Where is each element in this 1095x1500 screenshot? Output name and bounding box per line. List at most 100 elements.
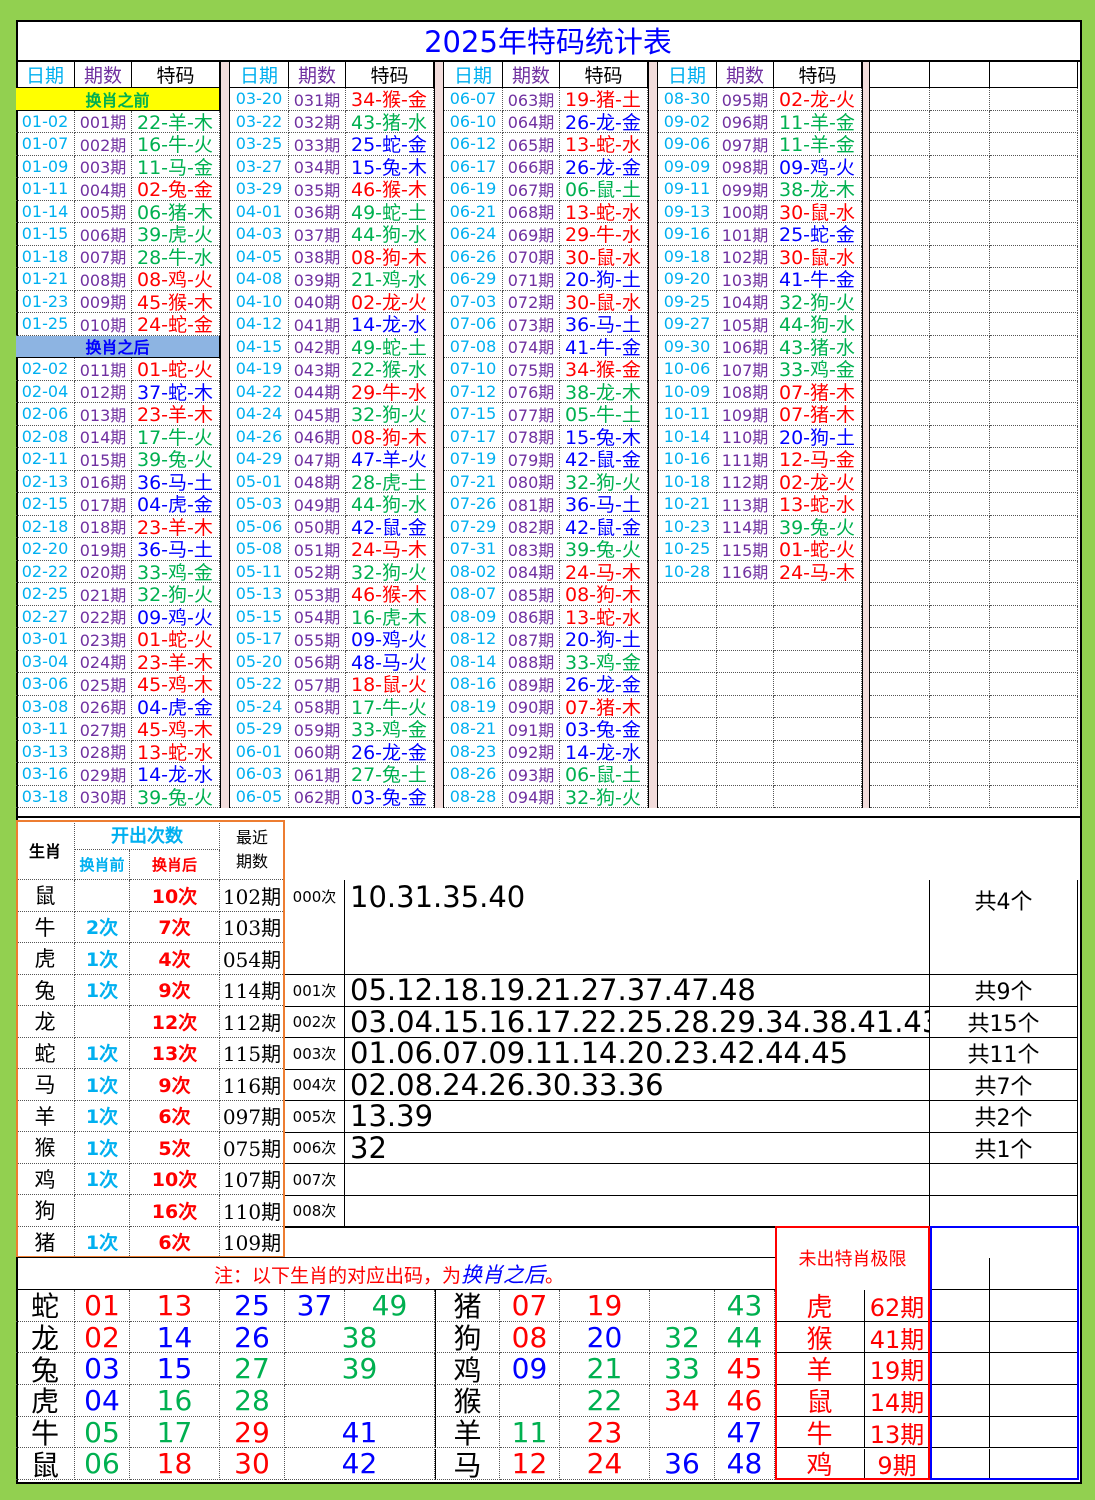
- empty-cell[interactable]: [717, 650, 774, 673]
- empty-cell[interactable]: [990, 470, 1078, 493]
- issue-cell[interactable]: 002期: [75, 133, 132, 156]
- empty-cell[interactable]: [990, 605, 1078, 628]
- date-cell[interactable]: 09-30: [658, 335, 717, 358]
- date-cell[interactable]: 08-30: [658, 88, 717, 111]
- issue-cell[interactable]: 022期: [75, 605, 132, 628]
- empty-cell[interactable]: [990, 425, 1078, 448]
- date-cell[interactable]: 05-20: [230, 650, 289, 673]
- date-cell[interactable]: 07-19: [444, 448, 503, 471]
- date-cell[interactable]: 04-22: [230, 380, 289, 403]
- empty-cell[interactable]: [717, 605, 774, 628]
- date-cell[interactable]: 06-21: [444, 200, 503, 223]
- occurrence-numbers[interactable]: 03.04.15.16.17.22.25.28.29.34.38.41.43.4…: [345, 1006, 930, 1038]
- issue-cell[interactable]: 026期: [75, 695, 132, 718]
- issue-cell[interactable]: 064期: [503, 110, 560, 133]
- special-code-cell[interactable]: 44-狗-水: [346, 493, 434, 516]
- special-code-cell[interactable]: 43-猪-水: [346, 110, 434, 133]
- special-code-cell[interactable]: 09-鸡-火: [774, 155, 862, 178]
- special-code-cell[interactable]: 25-蛇-金: [774, 223, 862, 246]
- empty-cell[interactable]: [870, 380, 930, 403]
- date-cell[interactable]: 04-24: [230, 403, 289, 426]
- date-cell[interactable]: 09-27: [658, 313, 717, 336]
- date-cell[interactable]: 01-14: [16, 200, 75, 223]
- date-cell[interactable]: 10-16: [658, 448, 717, 471]
- empty-cell[interactable]: [930, 358, 990, 381]
- empty-cell[interactable]: [930, 538, 990, 561]
- occurrence-numbers[interactable]: 05.12.18.19.21.27.37.47.48: [345, 975, 930, 1007]
- issue-cell[interactable]: 083期: [503, 538, 560, 561]
- empty-cell[interactable]: [717, 763, 774, 786]
- special-code-cell[interactable]: 22-羊-木: [132, 110, 220, 133]
- empty-cell[interactable]: [930, 313, 990, 336]
- special-code-cell[interactable]: 34-猴-金: [346, 88, 434, 111]
- issue-cell[interactable]: 073期: [503, 313, 560, 336]
- special-code-cell[interactable]: 36-马-土: [560, 493, 648, 516]
- special-code-cell[interactable]: 13-蛇-水: [560, 605, 648, 628]
- date-cell[interactable]: 04-15: [230, 335, 289, 358]
- issue-cell[interactable]: 013期: [75, 403, 132, 426]
- special-code-cell[interactable]: 38-龙-木: [560, 380, 648, 403]
- empty-cell[interactable]: [930, 268, 990, 291]
- special-code-cell[interactable]: 07-猪-木: [774, 380, 862, 403]
- empty-cell[interactable]: [930, 1258, 990, 1290]
- date-cell[interactable]: 06-03: [230, 763, 289, 786]
- empty-cell[interactable]: [930, 335, 990, 358]
- special-code-cell[interactable]: 08-鸡-火: [132, 268, 220, 291]
- empty-cell[interactable]: [870, 740, 930, 763]
- issue-cell[interactable]: 096期: [717, 110, 774, 133]
- empty-cell[interactable]: [774, 718, 862, 741]
- special-code-cell[interactable]: 32-狗-火: [132, 583, 220, 606]
- occurrence-numbers[interactable]: 01.06.07.09.11.14.20.23.42.44.45: [345, 1038, 930, 1070]
- issue-cell[interactable]: 068期: [503, 200, 560, 223]
- empty-cell[interactable]: [990, 650, 1078, 673]
- special-code-cell[interactable]: 36-马-土: [132, 470, 220, 493]
- empty-cell[interactable]: [930, 403, 990, 426]
- issue-cell[interactable]: 058期: [289, 695, 346, 718]
- date-cell[interactable]: 08-07: [444, 583, 503, 606]
- issue-cell[interactable]: 015期: [75, 448, 132, 471]
- empty-cell[interactable]: [870, 695, 930, 718]
- special-code-cell[interactable]: 33-鸡-金: [132, 560, 220, 583]
- empty-cell[interactable]: [658, 650, 717, 673]
- empty-cell[interactable]: [658, 763, 717, 786]
- special-code-cell[interactable]: 06-鼠-土: [560, 763, 648, 786]
- empty-cell[interactable]: [774, 650, 862, 673]
- date-cell[interactable]: 08-02: [444, 560, 503, 583]
- special-code-cell[interactable]: 41-牛-金: [774, 268, 862, 291]
- empty-cell[interactable]: [930, 425, 990, 448]
- special-code-cell[interactable]: 05-牛-土: [560, 403, 648, 426]
- issue-cell[interactable]: 033期: [289, 133, 346, 156]
- issue-cell[interactable]: 025期: [75, 673, 132, 696]
- date-cell[interactable]: 01-23: [16, 290, 75, 313]
- special-code-cell[interactable]: 02-龙-火: [774, 88, 862, 111]
- date-cell[interactable]: 09-16: [658, 223, 717, 246]
- issue-cell[interactable]: 074期: [503, 335, 560, 358]
- empty-cell[interactable]: [774, 583, 862, 606]
- date-cell[interactable]: 10-28: [658, 560, 717, 583]
- issue-cell[interactable]: 020期: [75, 560, 132, 583]
- empty-cell[interactable]: [990, 560, 1078, 583]
- empty-cell[interactable]: [930, 1321, 990, 1354]
- empty-cell[interactable]: [774, 763, 862, 786]
- special-code-cell[interactable]: 20-狗-土: [560, 628, 648, 651]
- empty-cell[interactable]: [930, 290, 990, 313]
- special-code-cell[interactable]: 45-猴-木: [132, 290, 220, 313]
- date-cell[interactable]: 01-18: [16, 245, 75, 268]
- issue-cell[interactable]: 010期: [75, 313, 132, 336]
- special-code-cell[interactable]: 28-牛-水: [132, 245, 220, 268]
- date-cell[interactable]: 02-22: [16, 560, 75, 583]
- date-cell[interactable]: 09-18: [658, 245, 717, 268]
- occurrence-numbers[interactable]: 13.39: [345, 1101, 930, 1133]
- special-code-cell[interactable]: 49-蛇-土: [346, 335, 434, 358]
- empty-cell[interactable]: [930, 178, 990, 201]
- date-cell[interactable]: 06-07: [444, 88, 503, 111]
- empty-cell[interactable]: [930, 1385, 990, 1417]
- issue-cell[interactable]: 030期: [75, 785, 132, 808]
- issue-cell[interactable]: 111期: [717, 448, 774, 471]
- empty-cell[interactable]: [930, 695, 990, 718]
- empty-cell[interactable]: [870, 403, 930, 426]
- empty-cell[interactable]: [930, 223, 990, 246]
- date-cell[interactable]: 06-05: [230, 785, 289, 808]
- special-code-cell[interactable]: 17-牛-火: [132, 425, 220, 448]
- special-code-cell[interactable]: 39-兔-火: [132, 785, 220, 808]
